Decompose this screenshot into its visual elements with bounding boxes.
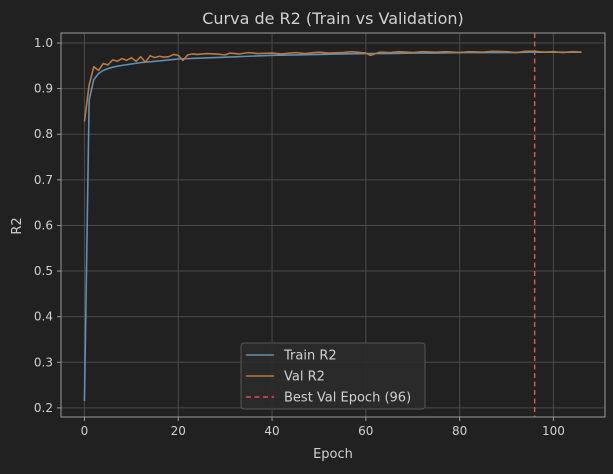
- y-tick-label: 0.2: [34, 401, 53, 415]
- chart-title: Curva de R2 (Train vs Validation): [202, 9, 464, 28]
- x-tick-label: 80: [452, 424, 467, 438]
- legend-label: Train R2: [283, 349, 337, 364]
- x-tick-label: 0: [81, 424, 89, 438]
- y-axis-label: R2: [10, 217, 25, 234]
- legend-label: Best Val Epoch (96): [284, 391, 411, 406]
- y-tick-label: 0.7: [34, 173, 53, 187]
- x-axis-ticks: 0 20 40 60 80 100: [81, 417, 565, 438]
- x-tick-label: 100: [542, 424, 565, 438]
- y-tick-label: 1.0: [34, 36, 53, 50]
- legend: Train R2 Val R2 Best Val Epoch (96): [240, 342, 426, 410]
- y-tick-label: 0.6: [34, 218, 53, 232]
- y-tick-label: 0.5: [34, 264, 53, 278]
- series-lines: [83, 50, 582, 402]
- y-tick-label: 0.8: [34, 127, 53, 141]
- legend-label: Val R2: [284, 370, 325, 385]
- y-tick-label: 0.3: [34, 355, 53, 369]
- x-tick-label: 60: [358, 424, 373, 438]
- x-tick-label: 40: [264, 424, 279, 438]
- y-axis-ticks: 0.2 0.3 0.4 0.5 0.6 0.7 0.8 0.9 1.0: [34, 36, 61, 415]
- val-r2-line: [83, 50, 582, 122]
- x-tick-label: 20: [171, 424, 186, 438]
- x-axis-label: Epoch: [313, 447, 353, 462]
- legend-box: [240, 342, 426, 410]
- y-tick-label: 0.4: [34, 310, 53, 324]
- y-tick-label: 0.9: [34, 82, 53, 96]
